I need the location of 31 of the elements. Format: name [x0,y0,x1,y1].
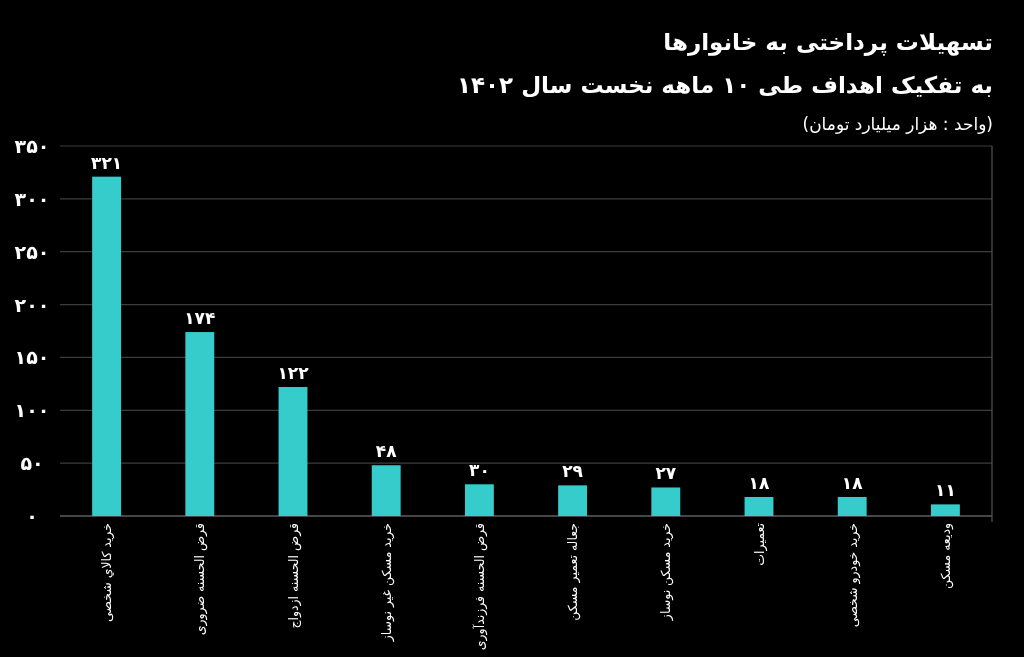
xtick: ودیعه مسکن [937,523,953,590]
xtick: قرض الحسنه ازدواج [285,523,301,629]
data-label: ۱۷۴ [184,308,216,329]
data-label: ۱۸ [841,472,863,493]
ytick: ۰ [26,505,38,527]
data-label: ۲۷ [655,463,677,484]
xtick: قرض الحسنه ضروری [192,523,208,636]
data-label: ۲۹ [562,461,583,482]
data-label: ۱۸ [748,472,770,493]
data-label: ۱۲۲ [277,363,309,384]
xtick: خرید مسکن نوساز [658,523,674,621]
ytick: ۱۵۰ [14,346,50,369]
ytick: ۲۵۰ [14,240,50,263]
xtick: قرض الحسنه فرزندآوری [471,523,487,651]
data-label: ۳۲۱ [91,152,123,173]
ytick: ۲۰۰ [14,293,50,316]
data-label: ۴۸ [375,441,397,462]
xtick: خرید خودرو شخصی [844,523,860,628]
xtick: خرید مسکن غیر نوساز [378,523,394,642]
xtick: خرید کالاي شخصی [99,523,115,623]
data-label: ۳۰ [469,460,490,481]
annotation: (واحد : هزار میلیارد تومان) [802,114,993,134]
subtitle: به تفکیک اهداف طی ۱۰ ماهه نخست سال ۱۴۰۲ [457,72,993,98]
data-label: ۱۱ [935,480,956,501]
title: تسهیلات پرداختی به خانوارها [663,29,993,55]
ytick: ۵۰ [20,452,44,475]
xtick: جعاله تعمیر مسکن [565,523,581,621]
ytick: ۳۰۰ [14,187,50,210]
ytick: ۱۰۰ [14,399,50,422]
ytick: ۳۵۰ [14,135,50,157]
xtick: تعمیرات [751,523,767,566]
